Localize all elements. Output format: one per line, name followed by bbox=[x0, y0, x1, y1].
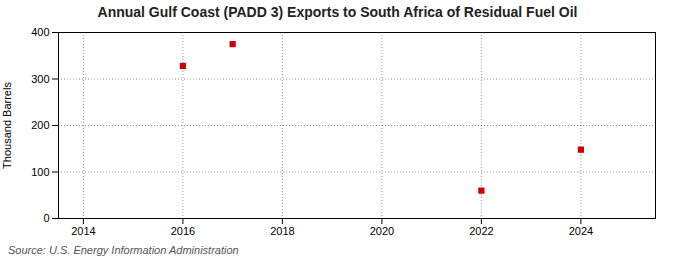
svg-text:2014: 2014 bbox=[71, 225, 95, 237]
html-text:Source: U.S. Energy Informatio: Source: U.S. Energy Information Administ… bbox=[8, 244, 239, 256]
svg-text:2022: 2022 bbox=[469, 225, 493, 237]
svg-text:200: 200 bbox=[31, 119, 49, 131]
svg-text:300: 300 bbox=[31, 73, 49, 85]
svg-text:0: 0 bbox=[43, 212, 49, 224]
svg-text:2020: 2020 bbox=[370, 225, 394, 237]
svg-text:100: 100 bbox=[31, 166, 49, 178]
svg-text:2018: 2018 bbox=[270, 225, 294, 237]
html-text:Annual Gulf Coast (PADD 3) Exp: Annual Gulf Coast (PADD 3) Exports to So… bbox=[97, 4, 578, 20]
svg-text:2024: 2024 bbox=[569, 225, 593, 237]
svg-text:2016: 2016 bbox=[171, 225, 195, 237]
svg-text:Thousand Barrels: Thousand Barrels bbox=[1, 82, 13, 169]
svg-text:400: 400 bbox=[31, 26, 49, 38]
